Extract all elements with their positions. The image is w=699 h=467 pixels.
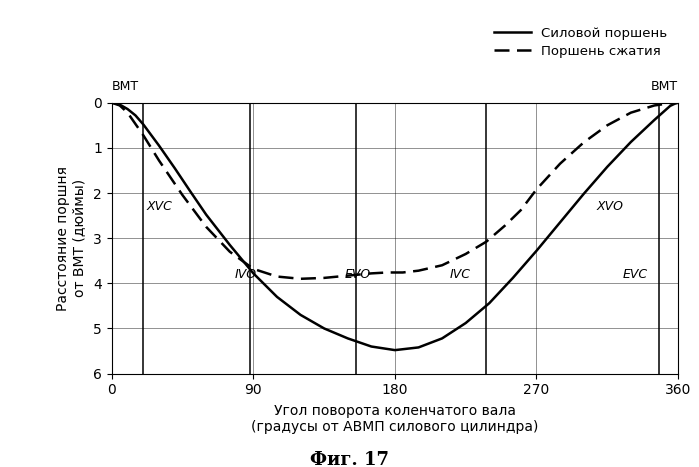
Line: Поршень сжатия: Поршень сжатия (112, 103, 678, 279)
Поршень сжатия (482, 239, 491, 245)
Силовой поршень (485, 300, 493, 306)
Силовой поршень (123, 106, 131, 112)
Силовой поршень (603, 164, 612, 170)
Силовой поршень (509, 275, 517, 281)
Силовой поршень (674, 100, 682, 106)
Text: ВМТ: ВМТ (651, 80, 678, 93)
Поршень сжатия (666, 100, 675, 106)
X-axis label: Угол поворота коленчатого вала
(градусы от АВМП силового цилиндра): Угол поворота коленчатого вала (градусы … (251, 404, 539, 434)
Поршень сжатия (415, 268, 423, 274)
Силовой поршень (320, 325, 329, 331)
Поршень сжатия (178, 192, 187, 198)
Поршень сжатия (108, 100, 116, 106)
Поршень сжатия (626, 110, 635, 115)
Поршень сжатия (155, 158, 164, 163)
Силовой поршень (273, 294, 281, 300)
Legend: Силовой поршень, Поршень сжатия: Силовой поршень, Поршень сжатия (490, 23, 672, 62)
Поршень сжатия (226, 249, 234, 255)
Text: Фиг. 17: Фиг. 17 (310, 451, 389, 467)
Text: IVO: IVO (235, 268, 257, 281)
Силовой поршень (461, 320, 470, 326)
Поршень сжатия (123, 110, 131, 115)
Силовой поршень (626, 139, 635, 145)
Поршень сжатия (391, 269, 399, 275)
Силовой поршень (666, 103, 675, 109)
Силовой поршень (131, 113, 140, 118)
Силовой поршень (579, 191, 588, 197)
Силовой поршень (415, 345, 423, 350)
Силовой поршень (249, 270, 257, 276)
Поршень сжатия (344, 273, 352, 278)
Поршень сжатия (383, 269, 391, 275)
Силовой поршень (533, 248, 541, 254)
Поршень сжатия (273, 274, 281, 279)
Поршень сжатия (650, 103, 658, 108)
Text: IVC: IVC (450, 268, 471, 281)
Y-axis label: Расстояние поршня
от ВМТ (дюймы): Расстояние поршня от ВМТ (дюймы) (56, 166, 86, 311)
Поршень сжатия (579, 140, 588, 145)
Поршень сжатия (603, 122, 612, 128)
Силовой поршень (226, 242, 234, 248)
Text: XVO: XVO (596, 200, 624, 213)
Силовой поршень (671, 101, 679, 106)
Поршень сжатия (674, 100, 682, 106)
Text: ВМТ: ВМТ (112, 80, 139, 93)
Поршень сжатия (249, 266, 257, 272)
Силовой поршень (108, 100, 116, 106)
Text: EVO: EVO (345, 268, 371, 281)
Поршень сжатия (438, 262, 446, 268)
Text: EVC: EVC (623, 268, 648, 281)
Силовой поршень (438, 336, 446, 341)
Силовой поршень (155, 143, 164, 149)
Поршень сжатия (202, 224, 210, 230)
Line: Силовой поршень: Силовой поршень (112, 103, 678, 350)
Поршень сжатия (296, 276, 305, 282)
Силовой поршень (556, 219, 564, 225)
Силовой поршень (117, 103, 126, 108)
Поршень сжатия (320, 275, 329, 281)
Силовой поршень (202, 212, 210, 218)
Поршень сжатия (398, 269, 407, 275)
Силовой поршень (344, 336, 352, 341)
Силовой поршень (650, 117, 658, 123)
Силовой поршень (391, 347, 399, 353)
Поршень сжатия (500, 223, 509, 228)
Силовой поршень (113, 101, 121, 106)
Поршень сжатия (115, 103, 124, 108)
Text: XVC: XVC (147, 200, 173, 213)
Силовой поршень (171, 165, 179, 171)
Силовой поршень (186, 189, 194, 194)
Силовой поршень (296, 312, 305, 318)
Поршень сжатия (533, 187, 541, 192)
Поршень сжатия (139, 133, 147, 138)
Поршень сжатия (367, 270, 375, 276)
Поршень сжатия (556, 161, 564, 166)
Поршень сжатия (517, 207, 525, 213)
Силовой поршень (367, 344, 375, 349)
Силовой поршень (139, 121, 147, 127)
Поршень сжатия (461, 251, 470, 257)
